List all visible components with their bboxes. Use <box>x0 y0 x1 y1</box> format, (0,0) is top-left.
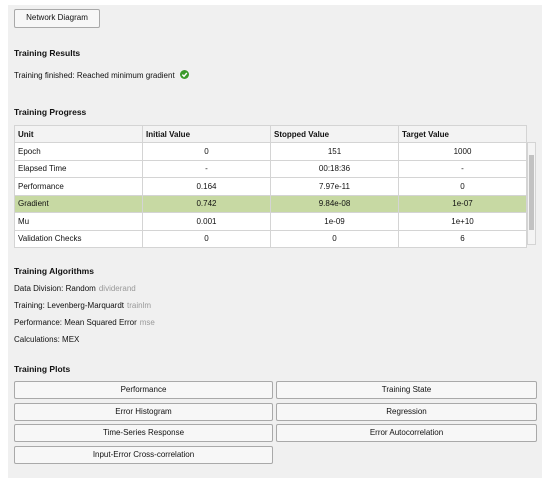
table-cell: Mu <box>14 212 143 231</box>
algorithm-row: Training: Levenberg-Marquardt trainlm <box>14 301 151 310</box>
check-icon <box>179 70 189 79</box>
table-cell: 00:18:36 <box>270 159 399 178</box>
table-cell: 0.742 <box>142 194 271 213</box>
progress-table: Unit Initial Value Stopped Value Target Val… <box>14 125 527 248</box>
table-row: Gradient 0.742 9.84e-08 1e-07 <box>14 194 527 213</box>
table-cell: Gradient <box>14 194 143 213</box>
table-row: Epoch 0 151 1000 <box>14 142 527 161</box>
table-cell: 0.164 <box>142 177 271 196</box>
plot-button[interactable]: Training State <box>276 381 537 399</box>
scrollbar[interactable] <box>527 142 536 245</box>
table-cell: 0 <box>142 142 271 161</box>
status-line: Training finished: Reached minimum gradi… <box>14 70 189 80</box>
table-cell: 1000 <box>398 142 527 161</box>
network-diagram-button[interactable]: Network Diagram <box>14 9 100 28</box>
table-row: Performance 0.164 7.97e-11 0 <box>14 177 527 196</box>
section-title: Training Results <box>14 48 81 58</box>
section-title: Training Progress <box>14 107 87 117</box>
table-cell: - <box>142 159 271 178</box>
panel: Network Diagram Training Results Trainin… <box>8 5 542 478</box>
status-text: Training finished: Reached minimum gradi… <box>14 71 175 80</box>
table-cell: 0 <box>398 177 527 196</box>
plot-button[interactable]: Error Autocorrelation <box>276 424 537 442</box>
algorithm-label: Data Division: <box>14 284 64 293</box>
header-cell: Stopped Value <box>270 125 399 143</box>
algorithm-value: MEX <box>62 335 80 344</box>
plot-button[interactable]: Time-Series Response <box>14 424 273 442</box>
table-cell: 1e-07 <box>398 194 527 213</box>
table-cell: 0 <box>142 229 271 248</box>
algorithm-label: Calculations: <box>14 335 60 344</box>
scroll-thumb[interactable] <box>529 155 534 230</box>
table-row: Mu 0.001 1e-09 1e+10 <box>14 212 527 231</box>
section-title: Training Plots <box>14 364 71 374</box>
algorithm-row: Data Division: Random dividerand <box>14 284 136 293</box>
table-cell: 6 <box>398 229 527 248</box>
header-cell: Initial Value <box>142 125 271 143</box>
algorithm-value: Levenberg-Marquardt <box>47 301 124 310</box>
plot-button[interactable]: Error Histogram <box>14 402 273 421</box>
plot-button[interactable]: Input-Error Cross-correlation <box>14 445 273 464</box>
table-cell: 1e+10 <box>398 212 527 231</box>
table-cell: Epoch <box>14 142 143 161</box>
table-cell: Elapsed Time <box>14 159 143 178</box>
table-row: Validation Checks 0 0 6 <box>14 229 527 248</box>
table-cell: 0 <box>270 229 399 248</box>
section-title: Training Algorithms <box>14 266 94 276</box>
algorithm-value: Mean Squared Error <box>64 318 137 327</box>
table-cell: Performance <box>14 177 143 196</box>
header-cell: Target Value <box>398 125 527 143</box>
header-cell: Unit <box>14 125 143 143</box>
table-cell: 0.001 <box>142 212 271 231</box>
table-cell: 7.97e-11 <box>270 177 399 196</box>
algorithm-function: mse <box>139 318 155 327</box>
algorithm-function: trainlm <box>127 301 152 310</box>
algorithm-function: dividerand <box>98 284 136 293</box>
table-cell: 151 <box>270 142 399 161</box>
plot-button[interactable]: Performance <box>14 381 273 399</box>
plot-button[interactable]: Regression <box>276 402 537 421</box>
algorithm-row: Performance: Mean Squared Error mse <box>14 318 155 327</box>
table-row: Elapsed Time -00:18:36- <box>14 159 527 178</box>
algorithm-value: Random <box>65 284 96 293</box>
algorithm-label: Performance: <box>14 318 63 327</box>
algorithm-row: Calculations: MEX <box>14 335 79 344</box>
algorithm-label: Training: <box>14 301 45 310</box>
table-cell: Validation Checks <box>14 229 143 248</box>
header-row: Unit Initial Value Stopped Value Target Val… <box>14 125 527 143</box>
table-cell: - <box>398 159 527 178</box>
table-cell: 1e-09 <box>270 212 399 231</box>
table-cell: 9.84e-08 <box>270 194 399 213</box>
